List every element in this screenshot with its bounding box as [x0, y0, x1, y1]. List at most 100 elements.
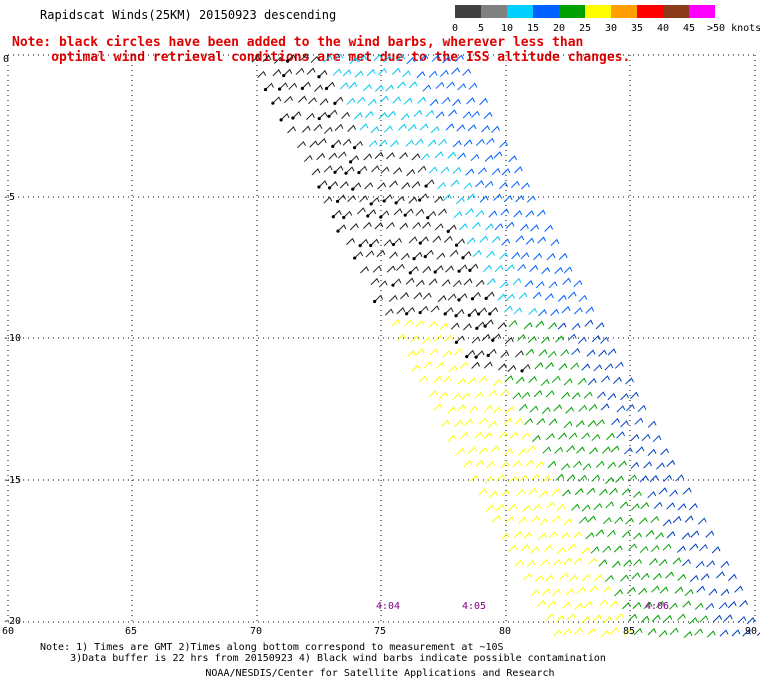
wind-barb	[576, 446, 586, 454]
wind-barb	[411, 364, 421, 372]
wind-barb	[387, 110, 396, 118]
wind-barb	[463, 323, 472, 331]
wind-barb	[545, 613, 555, 621]
wind-barb	[689, 543, 699, 551]
wind-barb	[287, 54, 297, 62]
lon-label: 75	[374, 626, 386, 637]
wind-barb	[492, 333, 502, 341]
wind-barb	[660, 448, 669, 456]
wind-barb	[419, 193, 429, 201]
contamination-circle	[418, 198, 422, 202]
wind-barb	[487, 348, 497, 356]
wind-barb	[674, 586, 684, 594]
contamination-circle	[282, 74, 286, 78]
wind-barb	[441, 96, 451, 105]
contamination-circle	[408, 271, 412, 275]
wind-barb	[376, 249, 386, 258]
wind-barb	[556, 547, 566, 555]
wind-barb	[587, 419, 597, 428]
wind-barb	[605, 476, 614, 485]
wind-barb	[546, 253, 556, 261]
wind-barb	[641, 433, 651, 442]
wind-barb	[720, 560, 730, 568]
wind-barb	[364, 110, 374, 119]
wind-barb	[396, 333, 406, 341]
wind-barb	[298, 95, 307, 103]
wind-barb	[548, 281, 558, 289]
wind-barb	[488, 210, 498, 218]
wind-barb	[601, 629, 610, 638]
wind-barb	[468, 82, 478, 90]
wind-barb	[656, 462, 665, 470]
wind-barb	[297, 140, 306, 149]
contamination-circle	[461, 256, 465, 260]
wind-barb	[630, 433, 640, 442]
wind-barb	[500, 489, 510, 497]
contamination-circle	[483, 324, 487, 328]
wind-barb	[404, 208, 414, 216]
wind-barb	[342, 138, 352, 146]
wind-barb	[422, 84, 432, 92]
contamination-circle	[488, 312, 492, 316]
wind-barb	[474, 391, 484, 399]
wind-barb	[655, 532, 664, 540]
wind-barb	[356, 207, 366, 215]
wind-barb	[508, 544, 518, 552]
wind-barb	[652, 434, 662, 443]
wind-barb	[378, 68, 387, 76]
wind-barb	[350, 155, 360, 163]
wind-barb	[567, 291, 577, 299]
wind-barb	[587, 627, 597, 636]
wind-barb	[574, 627, 583, 635]
contamination-circle	[457, 269, 461, 273]
contamination-circle	[277, 87, 282, 91]
wind-barb	[272, 96, 282, 104]
wind-barb	[519, 474, 528, 482]
wind-barb	[739, 599, 748, 608]
wind-barb	[522, 504, 532, 513]
wind-barb	[505, 406, 515, 414]
wind-barb	[447, 434, 457, 442]
legend-swatch	[533, 5, 559, 18]
wind-barb	[550, 238, 560, 246]
wind-barb	[413, 109, 423, 117]
contamination-circle	[317, 185, 321, 189]
wind-barb	[450, 322, 460, 330]
wind-barb	[585, 532, 595, 540]
wind-barb	[638, 587, 648, 595]
wind-barb	[548, 418, 558, 426]
wind-barb	[309, 140, 319, 148]
note-line-1: Note: black circles have been added to t…	[12, 35, 584, 50]
wind-barb	[393, 208, 403, 216]
wind-barb	[517, 333, 526, 342]
wind-barb	[479, 97, 489, 106]
legend-label: 40	[656, 23, 670, 34]
wind-barb	[337, 151, 347, 159]
wind-barb	[639, 475, 649, 483]
wind-barb	[430, 305, 440, 313]
wind-barb	[431, 54, 441, 62]
wind-barb	[408, 81, 418, 89]
wind-barb	[490, 445, 500, 453]
wind-barb	[529, 405, 539, 413]
wind-barb	[300, 53, 310, 61]
wind-barb	[478, 307, 488, 315]
wind-barb	[408, 236, 418, 244]
wind-barb	[323, 196, 333, 204]
wind-barb	[630, 391, 639, 399]
wind-barb	[448, 109, 457, 117]
wind-barb	[329, 180, 339, 189]
wind-barb	[411, 153, 421, 161]
wind-barb	[459, 223, 468, 231]
wind-barb	[468, 405, 478, 413]
wind-barb	[437, 181, 447, 190]
legend-swatch	[585, 5, 611, 18]
wind-barb	[524, 280, 534, 288]
wind-barb	[356, 96, 366, 104]
wind-barb	[447, 293, 457, 301]
wind-barb	[613, 545, 623, 553]
wind-barb	[424, 249, 434, 257]
lat-label: -20	[3, 616, 21, 627]
wind-barb	[302, 81, 311, 89]
wind-barb	[434, 195, 444, 203]
